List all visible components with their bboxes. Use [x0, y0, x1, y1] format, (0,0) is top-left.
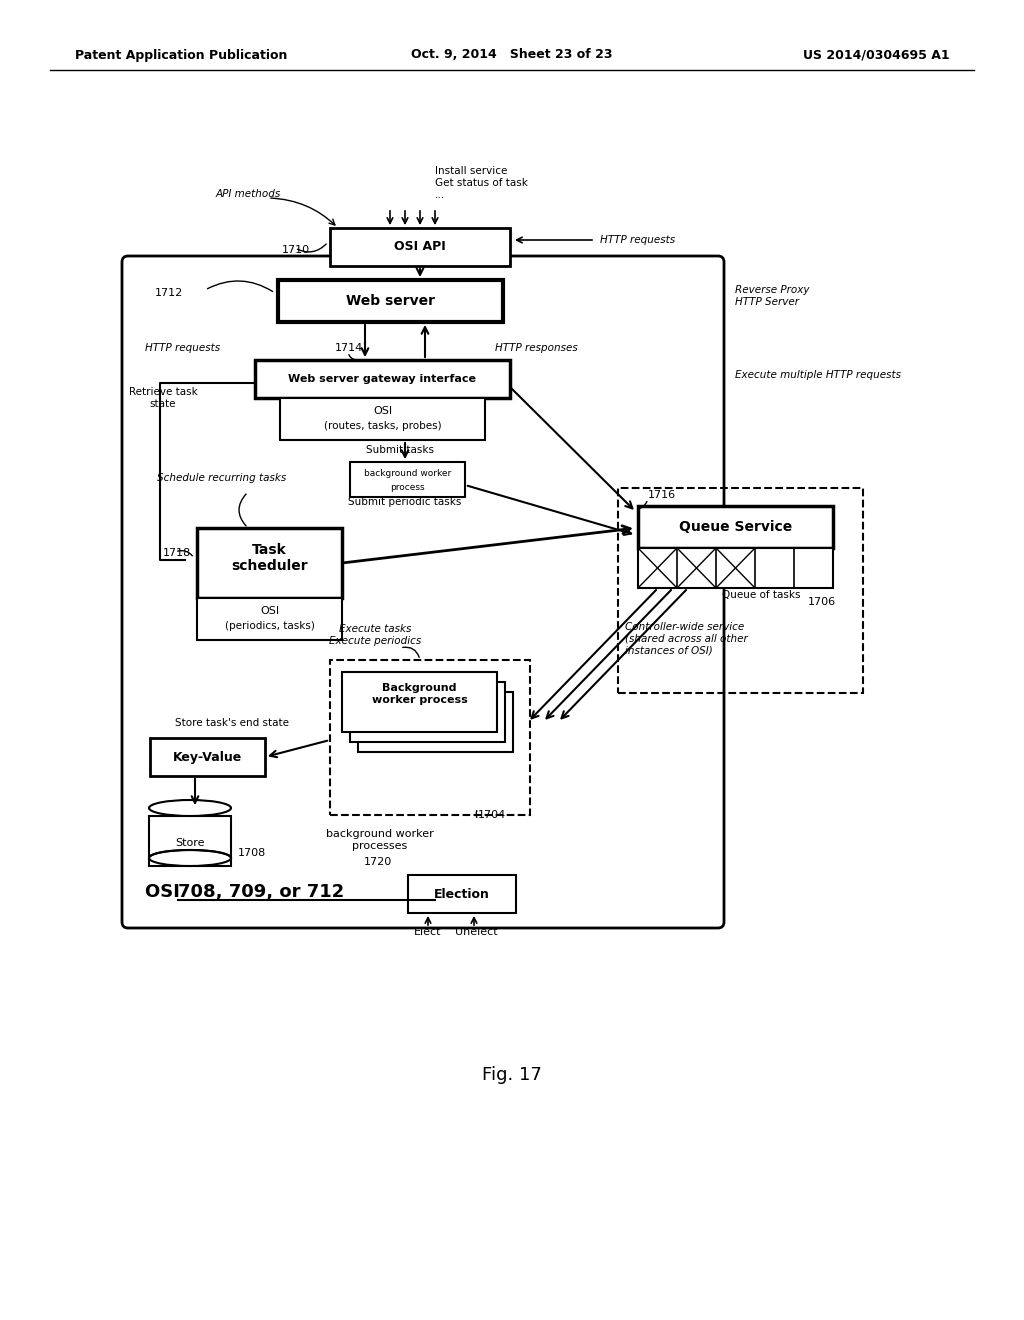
- Text: process: process: [390, 483, 425, 491]
- Bar: [278, 280, 503, 322]
- Bar: [408, 875, 516, 913]
- Text: 1710: 1710: [282, 246, 310, 255]
- Text: Fig. 17: Fig. 17: [482, 1067, 542, 1084]
- Bar: [618, 488, 863, 693]
- Text: HTTP requests: HTTP requests: [144, 343, 220, 352]
- Bar: [197, 528, 342, 598]
- Text: 1704: 1704: [478, 810, 506, 820]
- Text: Store task's end state: Store task's end state: [175, 718, 289, 729]
- Text: Web server: Web server: [346, 294, 435, 308]
- Text: OSI: OSI: [373, 407, 392, 416]
- Text: Background
worker process: Background worker process: [372, 684, 467, 705]
- Text: HTTP requests: HTTP requests: [600, 235, 675, 246]
- Bar: [150, 816, 231, 866]
- Text: (periodics, tasks): (periodics, tasks): [224, 620, 314, 631]
- Bar: [358, 692, 513, 752]
- Text: Retrieve task
state: Retrieve task state: [129, 387, 198, 409]
- Bar: [350, 682, 505, 742]
- Text: Web server gateway interface: Web server gateway interface: [289, 374, 476, 384]
- Text: Submit periodic tasks: Submit periodic tasks: [348, 498, 462, 507]
- Text: Execute tasks
Execute periodics: Execute tasks Execute periodics: [329, 624, 421, 645]
- Text: Install service
Get status of task
...: Install service Get status of task ...: [435, 166, 528, 199]
- Text: 1708: 1708: [238, 847, 266, 858]
- Text: 1714: 1714: [335, 343, 364, 352]
- Text: 1712: 1712: [155, 288, 183, 298]
- Bar: [330, 228, 510, 267]
- Text: Reverse Proxy
HTTP Server: Reverse Proxy HTTP Server: [735, 285, 810, 306]
- Bar: [330, 660, 530, 814]
- Text: background worker: background worker: [364, 470, 452, 479]
- Text: Queue Service: Queue Service: [679, 520, 793, 535]
- Text: Election: Election: [434, 887, 489, 900]
- Text: US 2014/0304695 A1: US 2014/0304695 A1: [804, 49, 950, 62]
- Bar: [255, 360, 510, 399]
- Text: 1720: 1720: [364, 857, 392, 867]
- Text: 1706: 1706: [808, 597, 837, 607]
- Text: API methods: API methods: [215, 189, 281, 199]
- Text: Unelect: Unelect: [455, 927, 498, 937]
- Text: Oct. 9, 2014   Sheet 23 of 23: Oct. 9, 2014 Sheet 23 of 23: [412, 49, 612, 62]
- Ellipse shape: [150, 850, 231, 866]
- Text: HTTP responses: HTTP responses: [495, 343, 578, 352]
- Text: OSI: OSI: [260, 606, 280, 616]
- Text: Patent Application Publication: Patent Application Publication: [75, 49, 288, 62]
- Bar: [150, 738, 265, 776]
- Text: OSI: OSI: [145, 883, 186, 902]
- Text: Queue of tasks: Queue of tasks: [722, 590, 801, 601]
- Text: Store: Store: [175, 838, 205, 847]
- Text: Elect: Elect: [415, 927, 441, 937]
- Bar: [280, 399, 485, 440]
- Bar: [342, 672, 497, 733]
- Text: Task
scheduler: Task scheduler: [231, 543, 308, 573]
- Text: Submit tasks: Submit tasks: [366, 445, 434, 455]
- Bar: [638, 548, 833, 587]
- Text: 708, 709, or 712: 708, 709, or 712: [178, 883, 344, 902]
- Ellipse shape: [150, 800, 231, 816]
- Bar: [350, 462, 465, 498]
- Text: 1718: 1718: [163, 548, 191, 558]
- Text: (routes, tasks, probes): (routes, tasks, probes): [324, 421, 441, 432]
- Text: Controller-wide service
(shared across all other
instances of OSI): Controller-wide service (shared across a…: [625, 622, 748, 655]
- Text: Execute multiple HTTP requests: Execute multiple HTTP requests: [735, 370, 901, 380]
- FancyBboxPatch shape: [122, 256, 724, 928]
- Text: Key-Value: Key-Value: [173, 751, 242, 763]
- Text: background worker
processes: background worker processes: [326, 829, 434, 851]
- Text: 1716: 1716: [648, 490, 676, 500]
- Text: OSI API: OSI API: [394, 240, 445, 253]
- Bar: [638, 506, 833, 548]
- Text: Schedule recurring tasks: Schedule recurring tasks: [158, 473, 287, 483]
- Bar: [197, 598, 342, 640]
